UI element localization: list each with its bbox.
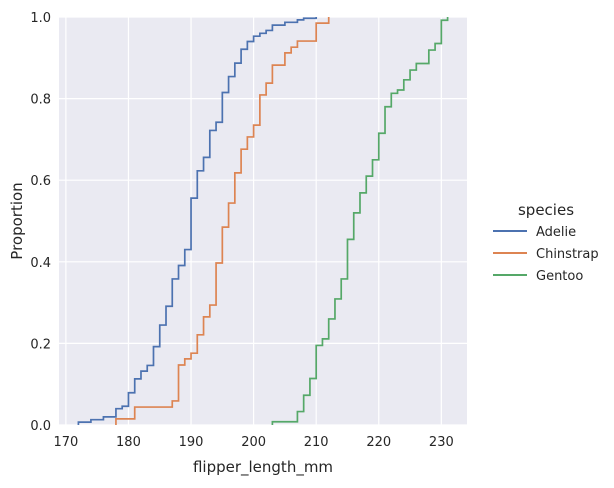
plot-area: [59, 17, 467, 425]
legend-label-chinstrap: Chinstrap: [536, 247, 599, 262]
y-tick-label: 0.4: [30, 256, 51, 271]
x-tick-label: 190: [179, 435, 204, 450]
series-line-chinstrap: [115, 17, 330, 425]
x-tick-label: 210: [304, 435, 329, 450]
y-tick-label: 0.6: [30, 174, 51, 189]
x-tick-label: 180: [116, 435, 141, 450]
x-axis-label: flipper_length_mm: [193, 458, 333, 477]
y-axis-ticks: 0.0 0.2 0.4 0.6 0.8 1.0: [30, 11, 51, 434]
y-tick-label: 0.8: [30, 93, 51, 108]
legend-title: species: [518, 201, 574, 219]
x-tick-label: 230: [429, 435, 454, 450]
x-tick-label: 200: [241, 435, 266, 450]
series-line-adelie: [77, 17, 318, 425]
legend-label-gentoo: Gentoo: [536, 269, 583, 284]
x-axis-ticks: 170 180 190 200 210 220 230: [53, 435, 453, 450]
series-line-gentoo: [271, 17, 449, 425]
y-axis-label: Proportion: [8, 182, 26, 259]
x-tick-label: 170: [53, 435, 78, 450]
series-lines: [77, 17, 449, 425]
x-tick-label: 220: [366, 435, 391, 450]
y-tick-label: 1.0: [30, 11, 51, 26]
legend: species Adelie Chinstrap Gentoo: [493, 201, 599, 284]
legend-label-adelie: Adelie: [536, 225, 576, 240]
y-tick-label: 0.2: [30, 337, 51, 352]
grid-lines: [59, 16, 467, 426]
y-tick-label: 0.0: [30, 419, 51, 434]
